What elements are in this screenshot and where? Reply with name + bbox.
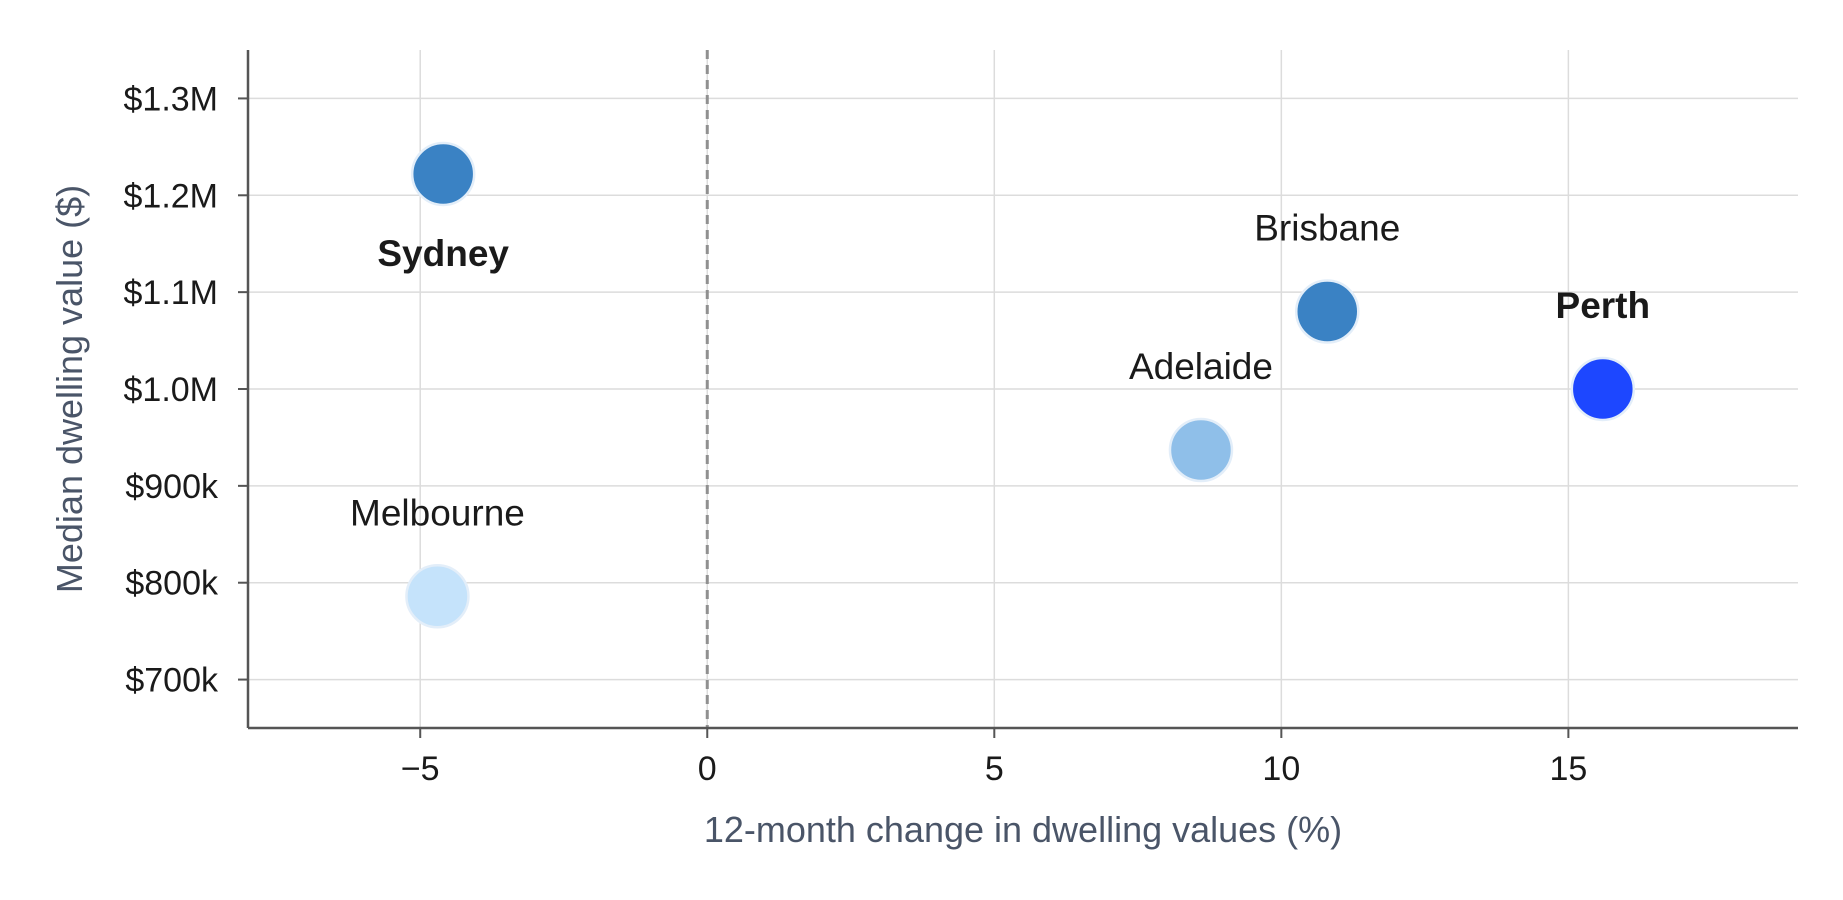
label-sydney: Sydney xyxy=(377,233,509,274)
x-axis-title: 12-month change in dwelling values (%) xyxy=(704,809,1342,850)
point-perth xyxy=(1570,356,1636,422)
label-brisbane: Brisbane xyxy=(1254,208,1400,249)
grid-lines xyxy=(248,50,1798,728)
ticks: −5 0 5 10 15 $700k $800k $900k $1.0M $1.1M $1.2M $1… xyxy=(124,80,1588,788)
x-tick-label: −5 xyxy=(401,750,440,788)
x-tick-label: 15 xyxy=(1549,750,1587,788)
x-tick-label: 5 xyxy=(985,750,1004,788)
y-axis-title: Median dwelling value ($) xyxy=(49,185,90,593)
y-tick-label: $1.3M xyxy=(124,80,219,118)
y-tick-label: $1.2M xyxy=(124,177,219,215)
point-adelaide xyxy=(1168,417,1234,483)
label-melbourne: Melbourne xyxy=(350,492,525,533)
data-points xyxy=(405,141,1636,629)
y-tick-label: $900k xyxy=(125,468,219,506)
label-adelaide: Adelaide xyxy=(1129,346,1273,387)
y-tick-label: $800k xyxy=(125,565,219,603)
label-perth: Perth xyxy=(1556,285,1651,326)
point-sydney xyxy=(410,141,476,207)
point-brisbane xyxy=(1295,279,1360,344)
point-melbourne xyxy=(405,564,470,629)
y-tick-label: $700k xyxy=(125,662,219,700)
y-tick-label: $1.0M xyxy=(124,371,219,409)
point-labels: Sydney Melbourne Brisbane Adelaide Perth xyxy=(350,208,1650,534)
x-tick-label: 0 xyxy=(698,750,717,788)
y-tick-label: $1.1M xyxy=(124,274,219,312)
x-tick-label: 10 xyxy=(1262,750,1300,788)
